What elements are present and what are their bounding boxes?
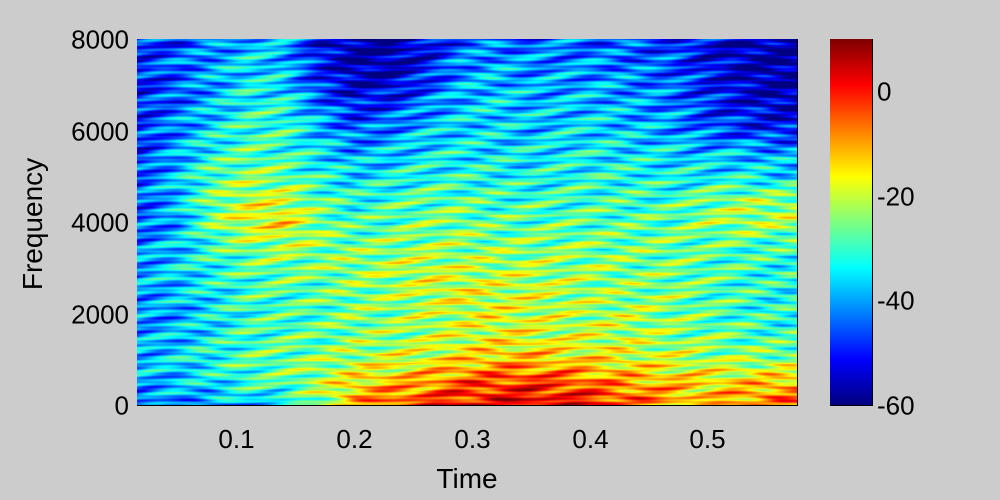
x-tick-label: 0.5 [689,424,725,454]
colorbar-tick-label: -60 [877,391,915,421]
y-axis-ticks: 0 2000 4000 6000 8000 [71,25,797,421]
colorbar-tick-label: 0 [877,77,891,107]
spectrogram-image [137,39,797,405]
y-tick-label: 4000 [71,208,129,238]
x-tick-label: 0.4 [572,424,608,454]
x-tick-label: 0.3 [454,424,490,454]
y-axis-label: Frequency [17,158,48,290]
y-tick-label: 8000 [71,25,129,55]
colorbar-tick-label: -40 [877,286,915,316]
y-tick-label: 2000 [71,300,129,330]
y-tick-label: 0 [115,391,129,421]
y-tick-label: 6000 [71,117,129,147]
colorbar-gradient [830,39,872,405]
x-tick-label: 0.2 [336,424,372,454]
x-tick-label: 0.1 [218,424,254,454]
x-axis-label: Time [436,463,497,494]
colorbar-tick-label: -20 [877,182,915,212]
colorbar-ticks: 0 -20 -40 -60 [830,77,915,421]
